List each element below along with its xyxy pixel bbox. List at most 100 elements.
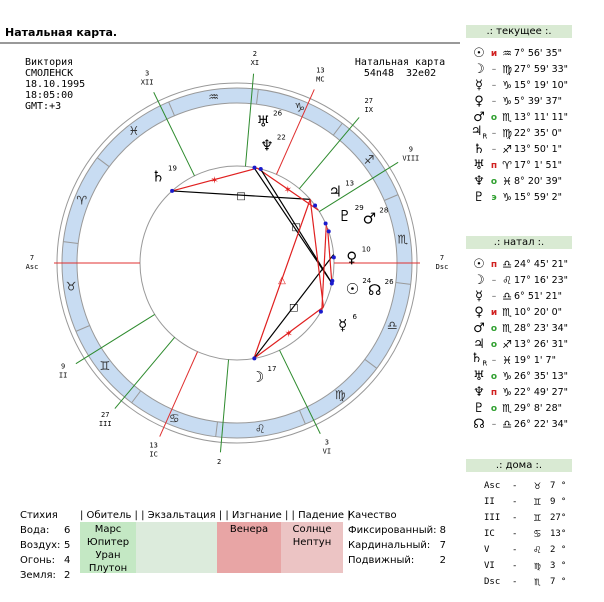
zodiac-sign-icon: ♋ [169,411,180,425]
quality-table: Качество Фиксированный: 8 Кардинальный: 7 По… [348,508,446,568]
zodiac-sign-icon: ♓ [128,124,139,138]
planet-row: ☿ – ♑ 15° 19' 10" [466,78,572,94]
house-label: II [59,372,67,380]
planet-row: ♇ э ♑ 15° 59' 2" [466,190,572,206]
planet-status: – [491,81,497,91]
houses-list: Asc - ♉ 7 ° II - ♊ 9 ° III - ♊ 27° IC - ♋ 13° V - ♌ 2 ° VI - ♍… [466,472,572,590]
aspect-mark-icon: □ [236,191,245,202]
sign-glyph-icon: ♓ [502,354,512,367]
house-degree: 9 [61,363,65,371]
house-cusp-line [275,89,315,175]
planet-status: – [491,129,497,139]
sign-glyph-icon: ♏ [534,575,541,588]
planet-glyph-icon: ☿ [475,289,483,304]
house-label: Dsc [484,577,501,587]
planet-position: 5° 39' 37" [514,96,562,107]
house-degree: 7 [440,254,444,262]
planet-point [331,255,336,260]
planet-glyph-icon: ♅ [256,112,269,130]
zodiac-sign-icon: ♉ [66,279,77,293]
current-panel: .: текущее :. ☉ и ♒ 7° 56' 35" ☽ – ♍ 27° 59' 33… [466,25,572,206]
house-label: VI [484,561,495,571]
planet-row: ♄ – ♐ 13° 50' 1" [466,142,572,158]
planet-glyph-icon: ☽ [473,273,485,288]
sign-glyph-icon: ♌ [502,274,512,287]
planet-position: 13° 50' 1" [514,144,562,155]
element-value: 5 [64,540,71,551]
planet-position: 7° 56' 35" [514,48,562,59]
house-degree: 3 [325,438,329,446]
planet-degree: 17 [268,365,277,373]
aspect-line [253,306,324,360]
aspect-mark-icon: □ [289,303,298,314]
planet-glyph-icon: ☉ [473,257,485,272]
fall-column: Солнце Нептун [281,522,343,573]
house-label: IC [149,450,157,458]
house-label: III [484,513,501,523]
planet-degree: 6 [353,313,358,321]
planet-glyph-icon: ♆ [473,174,485,189]
house-label: MC [316,76,324,84]
planet-position: 8° 20' 39" [514,176,562,187]
planet-glyph-icon: ♀ [474,305,484,320]
natal-header: .: натал :. [466,236,572,249]
sign-glyph-icon: ♊ [534,511,541,524]
house-row: Asc - ♉ 7 ° [484,478,572,494]
planet-row: ♆ п ♑ 22° 49' 27" [466,385,572,401]
element-row: Земля: 2 [20,568,70,583]
planet-status: о [490,177,498,187]
planet-position: 17° 1' 51" [514,160,562,171]
planet-status: о [490,404,498,414]
rulership-column: Марс Юпитер Уран Плутон [80,522,136,574]
natal-list: ☉ п ♎ 24° 45' 21" ☽ – ♌ 17° 16' 23" ☿ – ♎ 6° 51' 21… [466,249,572,433]
planet-status: – [491,420,497,430]
house-degree: 9 [409,145,413,153]
sign-glyph-icon: ♐ [502,338,512,351]
planet-status: п [490,161,498,171]
sign-divider [384,194,399,201]
planet-row: ♅ п ♈ 17° 1' 51" [466,158,572,174]
person-name: Виктория [25,57,74,68]
planet-degree: 26 [385,278,394,286]
planet-glyph-icon: ☊ [368,281,381,299]
birth-date: 18.10.1995 [25,79,86,90]
planet-glyph-icon: ♂ [473,110,485,125]
element-value: 2 [64,570,71,581]
zodiac-sign-icon: ♈ [76,193,87,207]
house-label: II [484,497,495,507]
planet-point [258,166,263,171]
sign-glyph-icon: ♎ [502,418,512,431]
zodiac-sign-icon: ♊ [100,359,111,373]
sign-divider [364,358,378,369]
quality-label: Кардинальный: [348,540,431,551]
planet-status: э [491,193,497,203]
planet-glyph-icon: ♆ [473,385,485,400]
planet-position: 19° 1' 7" [514,355,556,366]
quality-value: 8 [439,525,446,536]
dignity-planet: Марс [94,524,122,535]
house-row: V - ♌ 2 ° [484,542,572,558]
planet-glyph-icon: ♀ [346,248,357,266]
sign-divider [75,325,90,332]
quality-label: Подвижный: [348,555,415,566]
chart-coords: 54n48 32e02 [363,68,437,79]
planet-status: п [490,388,498,398]
planet-point [252,165,257,170]
house-degree: 2 [217,458,221,464]
planet-degree: 19 [168,164,177,172]
sign-divider [332,122,343,136]
planet-glyph-icon: ♃ [328,183,341,201]
sign-divider [131,390,142,404]
house-label: VIII [402,154,419,162]
quality-header: Качество [348,510,397,521]
planet-position: 13° 26' 31" [514,339,569,350]
house-label: IX [365,106,374,114]
page-title: Натальная карта. [5,26,118,39]
quality-row: Кардинальный: 7 [348,538,446,553]
element-value: 4 [64,555,71,566]
planet-status: о [490,340,498,350]
sign-glyph-icon: ♏ [502,402,512,415]
quality-value: 2 [439,555,446,566]
dignity-planet: Нептун [292,537,332,548]
house-dash: - [512,577,518,587]
